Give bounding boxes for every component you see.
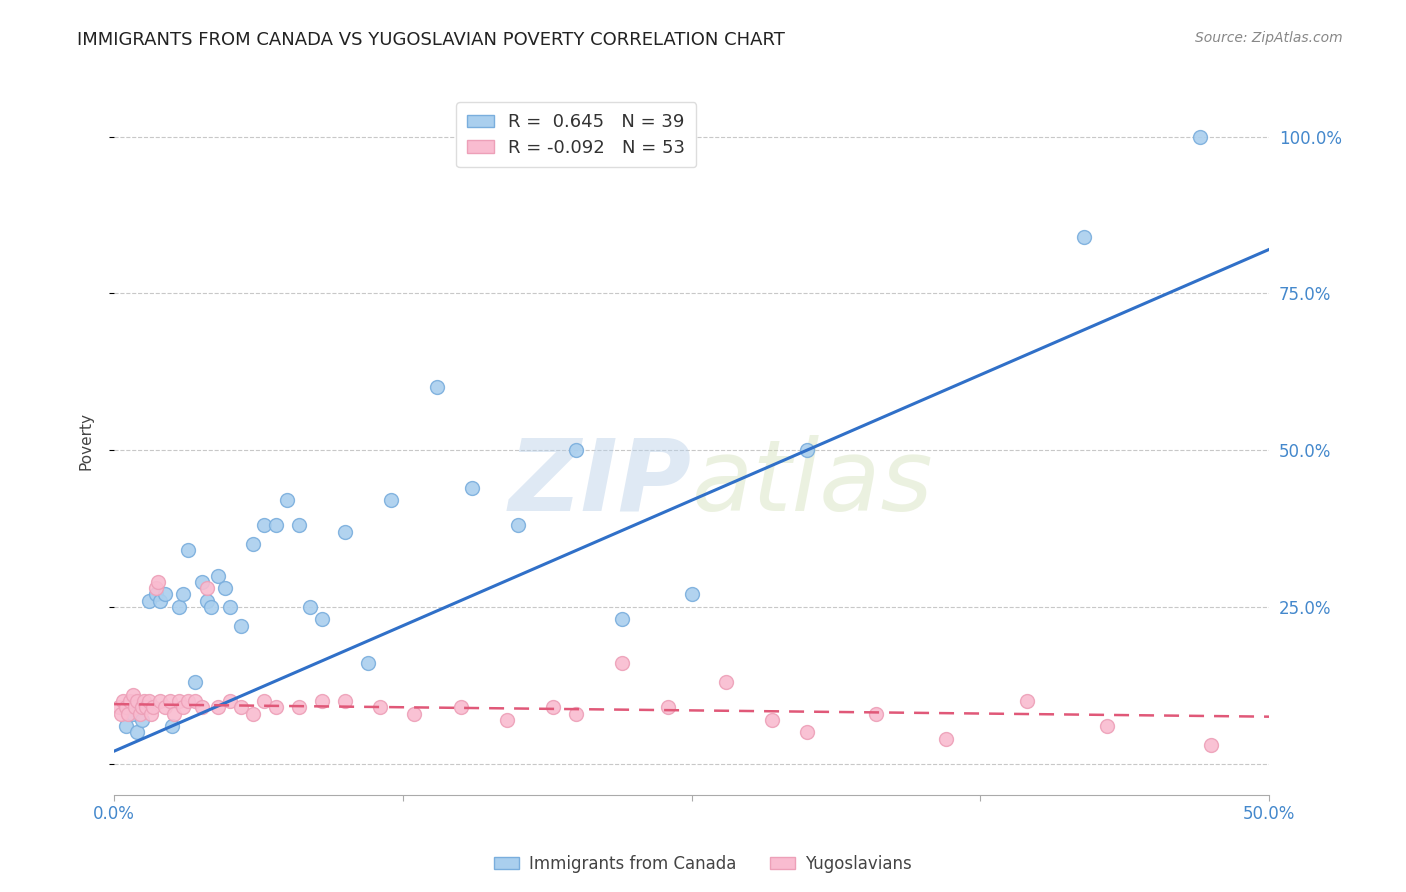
Point (138, 694, 160, 708)
Point (121, 688, 143, 702)
Point (218, 694, 240, 708)
Point (231, 700, 253, 714)
Legend: R =  0.645   N = 39, R = -0.092   N = 53: R = 0.645 N = 39, R = -0.092 N = 53 (456, 103, 696, 168)
Point (160, 719, 183, 733)
Point (565, 443, 588, 458)
Point (121, 706, 143, 721)
Point (159, 694, 181, 708)
Y-axis label: Poverty: Poverty (79, 412, 93, 470)
Point (117, 706, 139, 721)
Point (172, 587, 194, 601)
Point (541, 700, 564, 714)
Point (139, 706, 162, 721)
Point (177, 543, 200, 558)
Point (131, 700, 153, 714)
Point (127, 725, 149, 739)
Point (207, 568, 229, 582)
Point (153, 587, 176, 601)
Point (276, 493, 298, 508)
Point (149, 593, 172, 607)
Point (135, 700, 157, 714)
Point (207, 700, 229, 714)
Text: IMMIGRANTS FROM CANADA VS YUGOSLAVIAN POVERTY CORRELATION CHART: IMMIGRANTS FROM CANADA VS YUGOSLAVIAN PO… (77, 31, 785, 49)
Point (796, 443, 818, 458)
Point (131, 713, 153, 727)
Point (865, 706, 887, 721)
Point (167, 599, 190, 614)
Point (461, 481, 484, 495)
Point (288, 700, 311, 714)
Point (368, 700, 391, 714)
Point (124, 700, 146, 714)
Point (114, 700, 136, 714)
Point (311, 694, 333, 708)
Point (565, 706, 588, 721)
Point (163, 706, 186, 721)
Point (612, 612, 634, 626)
Point (145, 581, 167, 595)
Point (426, 380, 449, 394)
Point (191, 574, 214, 589)
Point (264, 518, 287, 533)
Point (681, 587, 703, 601)
Point (796, 725, 818, 739)
Point (172, 700, 194, 714)
Point (299, 599, 322, 614)
Point (195, 581, 218, 595)
Point (404, 706, 426, 721)
Point (253, 694, 276, 708)
Point (450, 700, 472, 714)
Point (149, 694, 172, 708)
Point (1188, 129, 1211, 144)
Point (200, 599, 222, 614)
Point (1073, 230, 1095, 244)
Point (1015, 694, 1038, 708)
Point (195, 593, 218, 607)
Point (138, 593, 160, 607)
Point (110, 706, 132, 721)
Text: atlas: atlas (692, 434, 934, 532)
Point (184, 694, 207, 708)
Point (253, 518, 276, 533)
Point (242, 706, 264, 721)
Point (495, 713, 517, 727)
Point (1201, 738, 1223, 752)
Point (218, 599, 240, 614)
Point (145, 587, 167, 601)
Point (153, 700, 176, 714)
Point (612, 657, 634, 671)
Point (107, 700, 129, 714)
Point (935, 731, 957, 746)
Point (214, 581, 236, 595)
Point (657, 700, 679, 714)
Point (177, 694, 200, 708)
Point (231, 618, 253, 632)
Point (242, 537, 264, 551)
Point (120, 694, 142, 708)
Point (142, 700, 165, 714)
Point (380, 493, 402, 508)
Point (134, 694, 156, 708)
Point (716, 675, 738, 690)
Text: Source: ZipAtlas.com: Source: ZipAtlas.com (1195, 31, 1343, 45)
Point (112, 694, 135, 708)
Point (114, 719, 136, 733)
Point (333, 524, 356, 539)
Point (357, 657, 380, 671)
Point (128, 706, 150, 721)
Point (508, 518, 530, 533)
Point (333, 694, 356, 708)
Point (288, 518, 311, 533)
Point (264, 700, 287, 714)
Point (311, 612, 333, 626)
Legend: Immigrants from Canada, Yugoslavians: Immigrants from Canada, Yugoslavians (488, 848, 918, 880)
Point (1097, 719, 1119, 733)
Point (191, 700, 214, 714)
Point (167, 694, 190, 708)
Point (127, 694, 149, 708)
Text: ZIP: ZIP (509, 434, 692, 532)
Point (184, 675, 207, 690)
Point (146, 574, 169, 589)
Point (761, 713, 783, 727)
